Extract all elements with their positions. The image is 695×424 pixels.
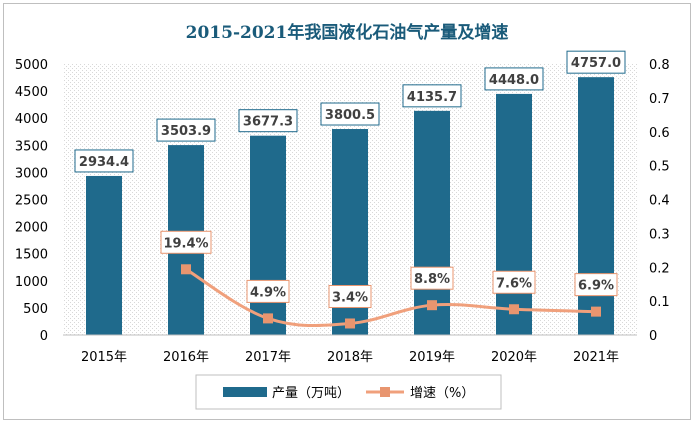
bar-6 [578,77,614,336]
x-tick-5: 2020年 [491,350,537,365]
data-labels-layer: 2934.4 3503.9 3677.3 3800.5 4135.7 4448.0 4757… [74,50,626,308]
bar-5 [496,93,532,336]
y-left-tick-8: 4000 [15,112,48,127]
x-tick-6: 2021年 [573,350,619,365]
x-tick-4: 2019年 [409,350,455,365]
growth-value-label-2: 4.9% [250,285,286,300]
x-tick-3: 2018年 [327,350,373,365]
y-right-tick-6: 0.6 [649,126,670,141]
bar-value-label-1: 3503.9 [161,124,211,139]
legend-label-production: 产量（万吨） [272,386,350,401]
bar-value-label-6-box [566,50,626,74]
growth-line [185,267,597,328]
growth-marker-1 [181,264,191,275]
legend-bar-swatch [223,387,267,397]
bar-value-label-3-box [320,102,380,126]
y-left-tick-10: 5000 [15,58,48,73]
x-tick-2: 2017年 [245,350,291,365]
legend: 产量（万吨） 增速（%） [195,374,502,410]
growth-value-label-4: 8.8% [414,272,450,287]
growth-value-label-5-box [492,270,536,294]
bar-value-label-1-box [156,118,216,142]
bar-4 [414,110,450,335]
growth-value-label-6: 6.9% [578,279,614,294]
x-tick-0: 2015年 [81,350,127,365]
bar-value-label-4: 4135.7 [407,90,457,105]
y-left-tick-5: 2500 [15,194,48,209]
growth-marker-3 [345,318,355,329]
y-right-tick-4: 0.4 [649,194,670,209]
y-left-tick-4: 2000 [15,221,48,236]
growth-value-label-4-box [410,266,454,290]
growth-marker-6 [591,306,601,317]
growth-value-label-3-box [328,284,372,308]
y-right-tick-2: 0.2 [649,261,670,276]
bar-value-label-4-box [402,84,462,108]
bar-value-label-5-box [484,67,544,91]
bar-value-label-2-box [238,109,298,133]
bar-value-label-5: 4448.0 [489,73,539,88]
line-layer [181,264,601,329]
growth-value-label-1: 19.4% [163,236,208,251]
growth-value-label-2-box [246,279,290,303]
y-right-tick-8: 0.8 [649,58,670,73]
bar-value-label-2: 3677.3 [243,115,293,130]
growth-value-label-1-box [160,230,212,254]
bar-value-label-6: 4757.0 [571,56,621,71]
y-right-tick-5: 0.5 [649,160,670,175]
growth-value-label-6-box [574,273,618,297]
bar-0 [86,175,122,335]
y-left-tick-1: 500 [23,302,48,317]
y-right-tick-1: 0.1 [649,295,670,310]
y-left-tick-6: 3000 [15,166,48,181]
growth-marker-5 [509,304,519,315]
growth-marker-2 [263,313,273,324]
y-left-tick-3: 1500 [15,248,48,263]
y-right-tick-0: 0 [649,329,657,344]
y-left-tick-7: 3500 [15,139,48,154]
growth-marker-4 [427,300,437,311]
y-right-tick-7: 0.7 [649,92,670,107]
axes-layer: 0 500 1000 1500 2000 2500 3000 3500 4000 4500 5000… [15,58,670,365]
y-right-tick-3: 0.3 [649,227,670,242]
legend-marker [380,387,390,397]
chart-title: 2015-2021年我国液化石油气产量及增速 [186,22,509,43]
legend-box [195,374,502,410]
y-left-tick-9: 4500 [15,85,48,100]
bar-value-label-0-box [74,149,134,173]
y-left-tick-0: 0 [40,329,48,344]
bar-value-label-3: 3800.5 [325,108,375,123]
y-left-tick-2: 1000 [15,275,48,290]
bar-value-label-0: 2934.4 [79,155,129,170]
growth-value-label-5: 7.6% [496,276,532,291]
x-tick-1: 2016年 [163,350,209,365]
bar-2 [250,135,286,335]
growth-value-label-3: 3.4% [332,290,368,305]
legend-label-growth: 增速（%） [410,386,474,401]
